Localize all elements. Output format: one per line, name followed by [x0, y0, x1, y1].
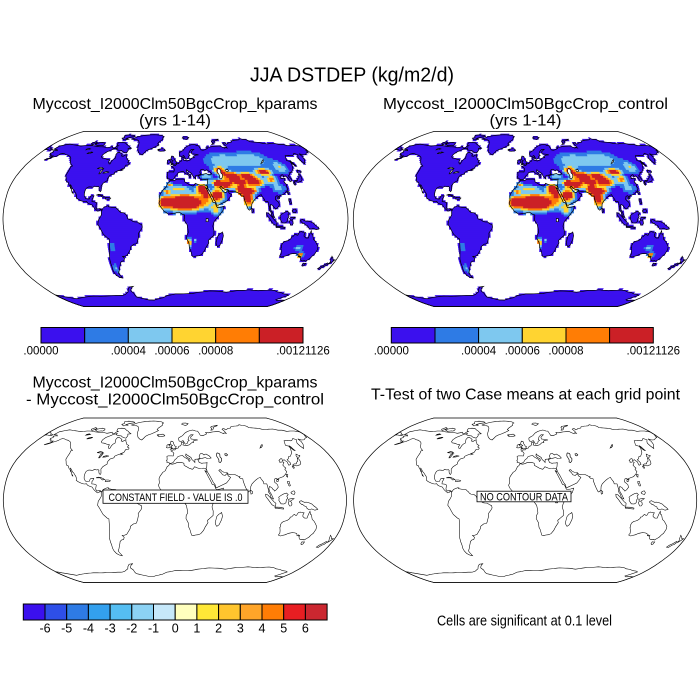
svg-text:- Myccost_I2000Clm50BgcCrop_co: - Myccost_I2000Clm50BgcCrop_control [26, 392, 324, 409]
svg-text:5: 5 [280, 622, 287, 636]
svg-text:-4: -4 [83, 622, 94, 636]
svg-text:-5: -5 [61, 622, 72, 636]
svg-text:(yrs 1-14): (yrs 1-14) [139, 113, 211, 130]
svg-text:T-Test of two Case means at ea: T-Test of two Case means at each grid po… [371, 387, 681, 404]
svg-text:2: 2 [215, 622, 222, 636]
svg-text:-2: -2 [126, 622, 137, 636]
svg-text:.00008: .00008 [198, 346, 233, 358]
svg-text:6: 6 [302, 622, 309, 636]
svg-text:NO CONTOUR DATA: NO CONTOUR DATA [480, 491, 568, 503]
svg-text:4: 4 [259, 622, 266, 636]
svg-text:.00004: .00004 [111, 346, 147, 358]
svg-text:-1: -1 [148, 622, 159, 636]
svg-text:.00121126: .00121126 [627, 346, 681, 358]
svg-text:1: 1 [193, 622, 200, 636]
svg-text:0: 0 [172, 622, 179, 636]
svg-text:.00000: .00000 [23, 346, 58, 358]
svg-text:CONSTANT FIELD - VALUE IS .0: CONSTANT FIELD - VALUE IS .0 [109, 492, 243, 504]
svg-text:.00006: .00006 [505, 346, 540, 358]
svg-text:Cells are significant at 0.1 l: Cells are significant at 0.1 level [437, 613, 612, 630]
svg-text:.00006: .00006 [154, 346, 189, 358]
svg-text:3: 3 [237, 622, 244, 636]
svg-text:.00121126: .00121126 [276, 346, 330, 358]
svg-text:-3: -3 [105, 622, 116, 636]
svg-text:Myccost_I2000Clm50BgcCrop_kpar: Myccost_I2000Clm50BgcCrop_kparams [33, 375, 318, 392]
svg-text:.00008: .00008 [548, 346, 583, 358]
svg-text:JJA DSTDEP (kg/m2/d): JJA DSTDEP (kg/m2/d) [250, 65, 454, 87]
svg-text:-6: -6 [39, 622, 50, 636]
svg-text:Myccost_I2000Clm50BgcCrop_kpar: Myccost_I2000Clm50BgcCrop_kparams [33, 96, 318, 113]
svg-text:.00004: .00004 [461, 346, 497, 358]
svg-text:.00000: .00000 [374, 346, 409, 358]
svg-text:Myccost_I2000Clm50BgcCrop_cont: Myccost_I2000Clm50BgcCrop_control [383, 96, 668, 113]
svg-text:(yrs 1-14): (yrs 1-14) [490, 113, 562, 130]
